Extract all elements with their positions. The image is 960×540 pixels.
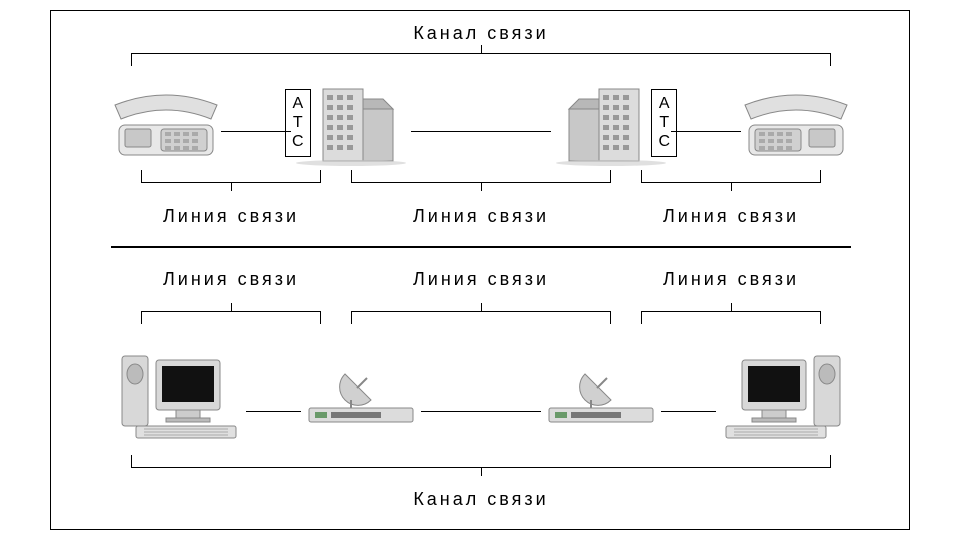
label-channel-top: Канал связи — [51, 23, 911, 44]
connector-r1-2 — [411, 131, 551, 132]
bracket-line-top-3 — [641, 171, 821, 183]
ats-left-line3: С — [292, 132, 304, 151]
diagram-frame: Канал связи — [50, 10, 910, 530]
bracket-line-bot-3 — [641, 311, 821, 323]
node-ats-right: А Т С — [551, 81, 671, 166]
bracket-channel-bottom — [131, 456, 831, 468]
connector-r2-1 — [246, 411, 301, 412]
ats-right-line2: Т — [658, 113, 670, 132]
connector-r2-3 — [661, 411, 716, 412]
bracket-tick — [481, 303, 482, 311]
ats-left-line1: А — [292, 94, 304, 113]
ats-right-line1: А — [658, 94, 670, 113]
computer-icon — [716, 346, 846, 441]
node-modem-right — [541, 366, 661, 426]
bracket-line-bot-1 — [141, 311, 321, 323]
label-channel-bottom: Канал связи — [51, 489, 911, 510]
node-phone-left — [111, 91, 221, 161]
modem-dish-icon — [301, 366, 421, 426]
bracket-tick — [731, 303, 732, 311]
ats-right-line3: С — [658, 132, 670, 151]
ats-label-right: А Т С — [651, 89, 677, 157]
label-line-top-2: Линия связи — [361, 206, 601, 227]
label-line-top-3: Линия связи — [611, 206, 851, 227]
label-line-bot-1: Линия связи — [111, 269, 351, 290]
bracket-tick — [481, 183, 482, 191]
bracket-channel-top — [131, 53, 831, 65]
modem-dish-icon — [541, 366, 661, 426]
connector-r1-1 — [221, 131, 291, 132]
node-modem-left — [301, 366, 421, 426]
label-line-bot-2: Линия связи — [361, 269, 601, 290]
bracket-tick — [231, 183, 232, 191]
ats-label-left: А Т С — [285, 89, 311, 157]
computer-icon — [116, 346, 246, 441]
bracket-tick — [481, 468, 482, 476]
node-pc-right — [716, 346, 846, 441]
node-phone-right — [741, 91, 851, 161]
bracket-line-top-1 — [141, 171, 321, 183]
bracket-tick — [731, 183, 732, 191]
telephone-icon — [741, 91, 851, 161]
bracket-tick — [231, 303, 232, 311]
connector-r1-3 — [671, 131, 741, 132]
connector-r2-2 — [421, 411, 541, 412]
ats-left-line2: Т — [292, 113, 304, 132]
telephone-icon — [111, 91, 221, 161]
bracket-line-top-2 — [351, 171, 611, 183]
node-ats-left: А Т С — [291, 81, 411, 166]
node-pc-left — [116, 346, 246, 441]
bracket-tick — [481, 45, 482, 53]
label-line-top-1: Линия связи — [111, 206, 351, 227]
label-line-bot-3: Линия связи — [611, 269, 851, 290]
divider-line — [111, 246, 851, 248]
bracket-line-bot-2 — [351, 311, 611, 323]
